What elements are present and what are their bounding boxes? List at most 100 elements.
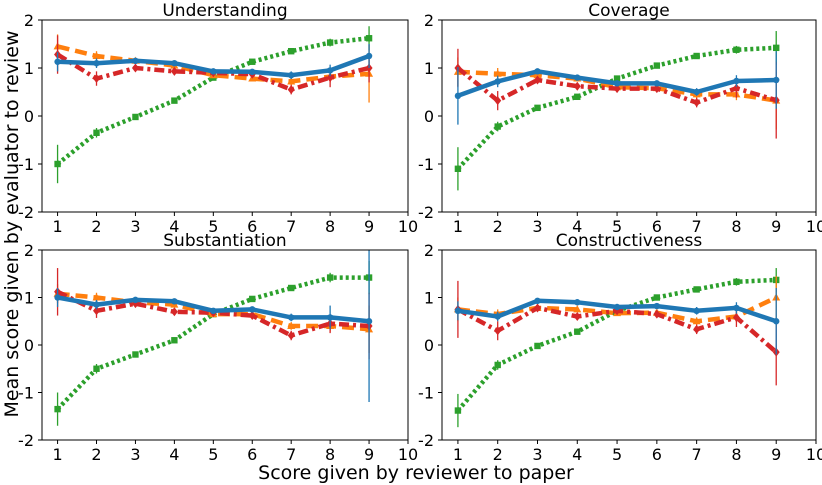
x-tick-label: 3 bbox=[130, 445, 140, 464]
data-point bbox=[365, 35, 373, 42]
data-point bbox=[54, 160, 61, 168]
x-tick-label: 10 bbox=[806, 217, 822, 236]
x-tick-label: 2 bbox=[91, 445, 101, 464]
data-point bbox=[210, 68, 217, 75]
data-point bbox=[773, 44, 780, 52]
data-point bbox=[326, 67, 334, 74]
panel-title: Constructiveness bbox=[556, 231, 703, 251]
data-point bbox=[132, 351, 139, 358]
y-tick-label: -1 bbox=[18, 155, 34, 174]
x-tick-label: 4 bbox=[169, 445, 179, 464]
data-point bbox=[132, 113, 139, 121]
x-tick-label: 7 bbox=[286, 217, 296, 236]
series-blue bbox=[54, 44, 373, 80]
y-tick-label: 2 bbox=[24, 241, 34, 260]
plot-content bbox=[453, 268, 781, 428]
x-tick-label: 4 bbox=[572, 217, 582, 236]
data-point bbox=[574, 93, 581, 100]
x-tick-label: 8 bbox=[325, 445, 335, 464]
x-tick-label: 6 bbox=[247, 217, 257, 236]
data-point bbox=[693, 88, 700, 96]
data-point bbox=[613, 80, 621, 87]
y-axis-label: Mean score given by evaluator to review bbox=[1, 30, 23, 417]
data-point bbox=[693, 307, 700, 314]
x-tick-label: 8 bbox=[731, 445, 741, 464]
x-tick-label: 10 bbox=[398, 217, 418, 236]
data-point bbox=[92, 293, 101, 301]
data-point bbox=[93, 129, 100, 136]
data-point bbox=[454, 307, 462, 314]
data-point bbox=[171, 97, 178, 104]
panel-1: 1 2 3 4 5 6 7 8 9 10 -2 -1 0 1 2 Understanding bbox=[18, 1, 418, 236]
x-tick-label: 4 bbox=[169, 217, 179, 236]
data-point bbox=[93, 301, 100, 308]
series-blue bbox=[454, 288, 780, 355]
y-tick-label: -1 bbox=[418, 384, 434, 403]
data-point bbox=[653, 62, 661, 69]
x-tick-label: 2 bbox=[493, 217, 503, 236]
data-point bbox=[732, 312, 740, 322]
x-tick-label: 5 bbox=[612, 445, 622, 464]
data-point bbox=[287, 321, 296, 329]
y-tick-label: -2 bbox=[18, 431, 34, 450]
x-tick-label: 6 bbox=[652, 217, 662, 236]
x-tick-label: 7 bbox=[692, 217, 702, 236]
plot-frame bbox=[441, 19, 817, 213]
panel-2: 1 2 3 4 5 6 7 8 9 10 -2 -1 0 1 2 Coverage bbox=[418, 1, 822, 236]
data-point bbox=[326, 274, 334, 281]
x-tick-label: 7 bbox=[286, 445, 296, 464]
x-tick-label: 1 bbox=[52, 217, 62, 236]
y-tick-label: 2 bbox=[24, 11, 34, 30]
data-point bbox=[93, 60, 100, 67]
data-point bbox=[533, 71, 542, 79]
y-tick-label: 0 bbox=[424, 107, 434, 126]
data-point bbox=[287, 314, 295, 321]
series-line-green bbox=[456, 277, 777, 412]
data-point bbox=[494, 313, 501, 320]
series-blue bbox=[54, 250, 373, 402]
data-point bbox=[573, 81, 581, 91]
data-point bbox=[733, 304, 740, 312]
data-point bbox=[365, 52, 373, 60]
plot-area bbox=[42, 20, 408, 212]
x-tick-label: 2 bbox=[493, 445, 503, 464]
data-point bbox=[653, 84, 661, 94]
data-point bbox=[574, 299, 581, 306]
data-point bbox=[613, 75, 621, 82]
data-point bbox=[326, 314, 334, 321]
y-tick-label: 1 bbox=[24, 289, 34, 308]
data-point bbox=[494, 361, 501, 369]
y-tick-label: 1 bbox=[24, 59, 34, 78]
plot-area bbox=[42, 250, 408, 440]
data-point bbox=[534, 104, 541, 112]
y-tick-label: -2 bbox=[418, 431, 434, 450]
data-point bbox=[653, 294, 661, 301]
data-point bbox=[249, 58, 256, 65]
data-point bbox=[533, 75, 541, 85]
x-tick-label: 9 bbox=[364, 445, 374, 464]
data-point bbox=[693, 98, 701, 108]
data-point bbox=[454, 165, 462, 172]
data-point bbox=[573, 312, 581, 321]
data-point bbox=[93, 306, 101, 316]
y-tick-label: 2 bbox=[424, 241, 434, 260]
plot-frame bbox=[41, 249, 409, 441]
series-blue bbox=[454, 51, 780, 125]
data-point bbox=[171, 298, 178, 305]
data-point bbox=[574, 74, 581, 81]
data-point bbox=[326, 39, 334, 46]
x-axis-label: Score given by reviewer to paper bbox=[258, 462, 574, 484]
series-line-green bbox=[55, 275, 370, 411]
series-line-orange bbox=[57, 291, 370, 332]
x-tick-label: 7 bbox=[692, 445, 702, 464]
series-line-green bbox=[56, 35, 370, 166]
data-point bbox=[693, 324, 701, 334]
data-point bbox=[93, 74, 101, 84]
x-tick-label: 3 bbox=[532, 445, 542, 464]
x-tick-label: 10 bbox=[806, 445, 822, 464]
data-point bbox=[494, 78, 501, 85]
data-point bbox=[653, 309, 661, 319]
x-tick-label: 6 bbox=[652, 445, 662, 464]
panel-title: Substantiation bbox=[163, 231, 286, 251]
y-tick-label: -2 bbox=[418, 203, 434, 222]
